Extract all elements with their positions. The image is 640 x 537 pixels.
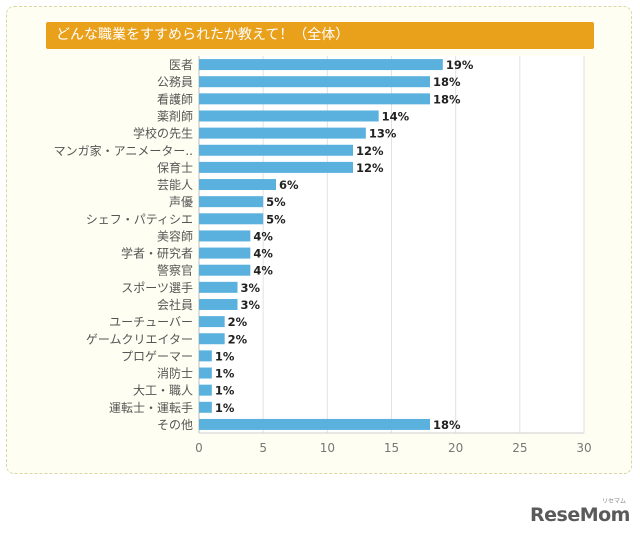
bar: [199, 127, 366, 139]
bar-value-label: 4%: [253, 247, 273, 261]
bar-value-label: 3%: [241, 298, 261, 312]
category-label: その他: [157, 418, 193, 432]
brand-kana: リセマム: [601, 498, 626, 505]
bar-value-label: 5%: [266, 195, 286, 209]
bar-value-label: 18%: [433, 75, 461, 89]
bar: [199, 350, 212, 362]
category-label: 医者: [169, 58, 193, 72]
x-tick-label: 30: [576, 441, 591, 455]
bar: [199, 316, 225, 328]
bar: [199, 76, 430, 88]
x-tick-label: 10: [320, 441, 335, 455]
category-label: 消防士: [157, 366, 193, 381]
bar-value-label: 13%: [369, 127, 397, 141]
x-tick-label: 5: [259, 441, 267, 455]
bar-value-label: 3%: [241, 281, 261, 295]
bar: [199, 298, 238, 310]
category-label: ユーチューバー: [109, 315, 193, 329]
bar-value-label: 4%: [253, 264, 273, 278]
bar-value-label: 2%: [228, 315, 248, 329]
bar: [199, 247, 251, 259]
bar: [199, 264, 251, 276]
category-label: マンガ家・アニメーター..: [54, 143, 193, 158]
bar: [199, 196, 264, 208]
x-tick-label: 20: [448, 441, 463, 455]
bar-value-label: 1%: [215, 401, 235, 415]
bar-value-label: 18%: [433, 418, 461, 432]
bar: [199, 179, 276, 191]
bar: [199, 333, 225, 345]
category-label: 芸能人: [157, 178, 193, 192]
category-label: 声優: [169, 195, 193, 209]
category-label: スポーツ選手: [121, 281, 193, 295]
category-label: プロゲーマー: [121, 349, 193, 363]
x-tick-label: 25: [512, 441, 527, 455]
bar-value-label: 4%: [253, 229, 273, 243]
brand-name: ReseMom: [530, 504, 630, 526]
category-label: 学校の先生: [133, 126, 193, 141]
bar-value-label: 12%: [356, 161, 384, 175]
category-label: 学者・研究者: [121, 246, 193, 261]
bar-value-label: 6%: [279, 178, 299, 192]
bar: [199, 384, 212, 396]
x-tick-label: 15: [384, 441, 399, 455]
bar-value-label: 18%: [433, 92, 461, 106]
bar-value-label: 1%: [215, 349, 235, 363]
category-label: 薬剤師: [157, 108, 193, 123]
bar: [199, 230, 251, 242]
bar: [199, 93, 430, 105]
bar: [199, 281, 238, 293]
category-label: 警察官: [157, 263, 193, 278]
bar-value-label: 12%: [356, 144, 384, 158]
bar: [199, 110, 379, 122]
bar-value-label: 5%: [266, 212, 286, 226]
bar: [199, 401, 212, 413]
x-tick-label: 0: [195, 441, 203, 455]
bar: [199, 213, 264, 225]
bar: [199, 367, 212, 379]
bar: [199, 144, 353, 156]
chart-title: どんな職業をすすめられたか教えて！（全体）: [46, 22, 594, 49]
brand-logo: リセマム ReseMom: [530, 498, 630, 532]
category-label: 公務員: [157, 75, 193, 89]
bar-value-label: 14%: [382, 109, 410, 123]
bar-value-label: 1%: [215, 367, 235, 381]
category-label: 保育士: [157, 160, 193, 175]
category-label: 会社員: [157, 297, 193, 312]
category-label: ゲームクリエイター: [86, 332, 193, 346]
bar-value-label: 1%: [215, 384, 235, 398]
bar-value-label: 2%: [228, 332, 248, 346]
bar-value-label: 19%: [446, 58, 474, 72]
category-label: 看護師: [157, 91, 193, 106]
category-label: シェフ・パティシエ: [86, 212, 193, 226]
bar: [199, 418, 430, 430]
bar: [199, 59, 443, 71]
category-label: 美容師: [157, 228, 193, 243]
category-label: 大工・職人: [133, 384, 193, 398]
bar: [199, 161, 353, 173]
category-label: 運転士・運転手: [109, 401, 193, 415]
